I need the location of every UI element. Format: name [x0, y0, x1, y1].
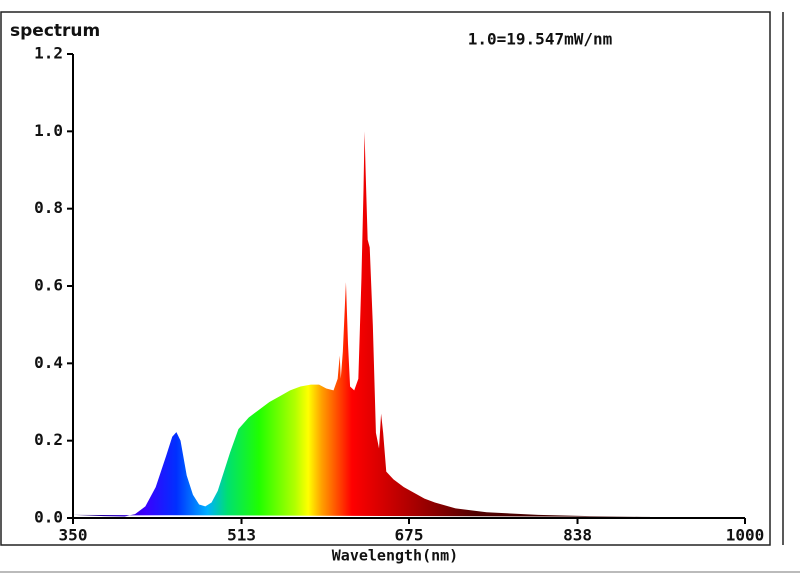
frame — [0, 11, 771, 546]
x-axis-label: Wavelength(nm) — [332, 547, 458, 565]
y-tick-label: 0.4 — [34, 353, 63, 372]
x-tick-label: 675 — [395, 526, 424, 545]
spectrum-area — [73, 131, 745, 518]
y-tick-label: 1.2 — [34, 44, 63, 63]
x-tick-label: 1000 — [726, 526, 765, 545]
chart-title: spectrum — [10, 21, 100, 41]
y-tick-label: 0.0 — [34, 508, 63, 527]
x-tick-label: 513 — [227, 526, 256, 545]
y-tick-label: 0.2 — [34, 430, 63, 449]
y-tick-label: 1.0 — [34, 121, 63, 140]
y-tick-label: 0.6 — [34, 276, 63, 295]
x-tick-label: 838 — [563, 526, 592, 545]
y-tick-label: 0.8 — [34, 198, 63, 217]
annotation: 1.0=19.547mW/nm — [468, 30, 613, 49]
x-tick-label: 350 — [59, 526, 88, 545]
